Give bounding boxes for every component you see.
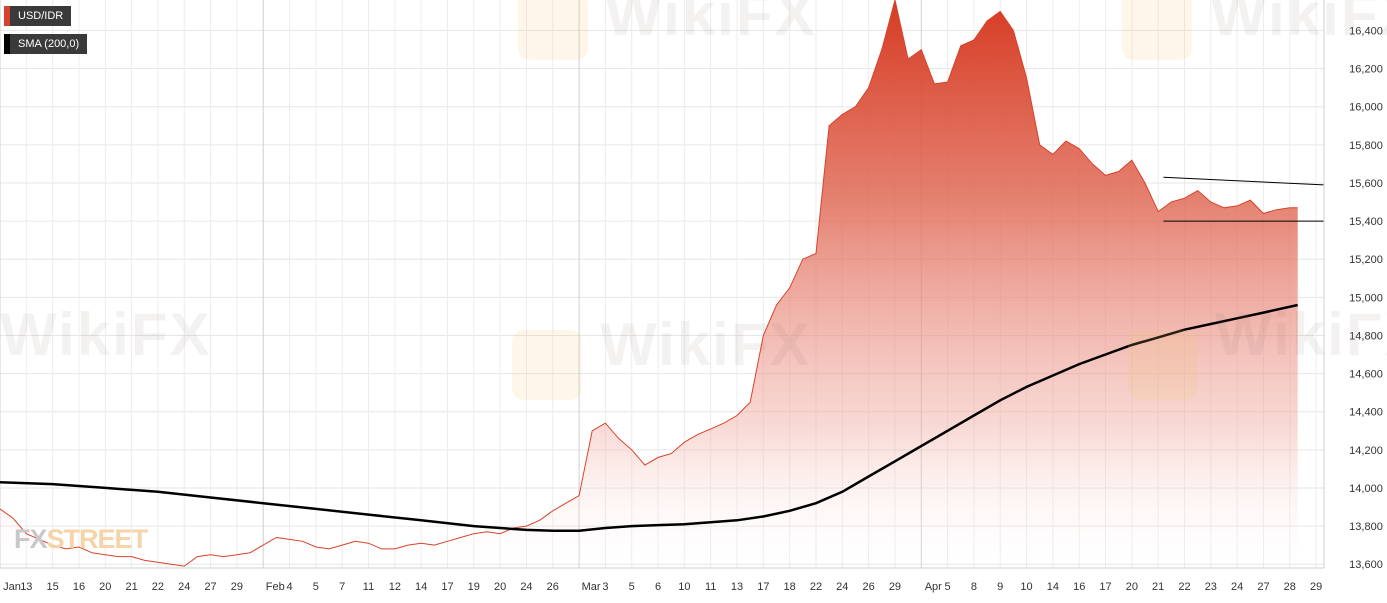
x-tick-label: 5 (945, 581, 951, 593)
x-tick-label: Mar (582, 581, 601, 593)
x-tick-label: 6 (655, 581, 661, 593)
x-tick-label: 23 (1205, 581, 1217, 593)
sma-200-line (0, 303, 1298, 533)
x-tick-label: 13 (20, 581, 32, 593)
x-tick-label: 29 (1310, 581, 1322, 593)
x-tick-label: 10 (1020, 581, 1032, 593)
y-tick-label: 15,600 (1349, 178, 1383, 190)
x-tick-label: 22 (810, 581, 822, 593)
trend-line (1163, 176, 1325, 186)
annotation-lines (1163, 176, 1325, 222)
watermark-badge (1122, 0, 1192, 60)
x-tick-label: 27 (204, 581, 216, 593)
y-tick-label: 16,200 (1349, 64, 1383, 76)
x-tick-label: 11 (705, 581, 716, 593)
watermark-badge (1128, 330, 1198, 400)
x-tick-label: 7 (339, 581, 345, 593)
x-tick-label: 24 (178, 581, 190, 593)
x-tick-label: 17 (757, 581, 769, 593)
price-line (0, 0, 1298, 567)
x-tick-label: 20 (99, 581, 111, 593)
x-tick-label: 17 (1099, 581, 1111, 593)
watermark-badge (518, 0, 588, 60)
x-tick-label: 16 (1073, 581, 1085, 593)
x-tick-label: 5 (313, 581, 319, 593)
logo-prefix: FX (14, 524, 48, 554)
x-tick-label: 4 (286, 581, 292, 593)
logo-suffix: STREET (46, 524, 149, 554)
x-tick-label: 21 (1152, 581, 1164, 593)
y-tick-label: 16,000 (1349, 102, 1383, 114)
legend-label-usd-idr: USD/IDR (18, 10, 64, 22)
legend-sma[interactable]: SMA (200,0) (4, 34, 88, 54)
x-tick-label: 14 (415, 581, 427, 593)
x-tick-label: 24 (836, 581, 848, 593)
watermark-text: WikiFX (605, 0, 817, 48)
x-tick-label: Apr (925, 581, 942, 593)
watermark-badge (512, 330, 582, 400)
x-tick-label: 8 (971, 581, 977, 593)
y-tick-label: 13,800 (1349, 521, 1383, 533)
y-tick-label: 14,200 (1349, 445, 1383, 457)
x-axis: Jan 13 15 16 20 21 22 24 27 29 Feb 4 5 7 11 12 14 17 19 20 2… (0, 567, 1324, 593)
watermark-text: WikiFX (0, 301, 212, 368)
x-tick-label: 18 (784, 581, 796, 593)
x-tick-label: 29 (231, 581, 243, 593)
y-tick-label: 16,400 (1349, 25, 1383, 37)
y-tick-label: 15,000 (1349, 292, 1383, 304)
y-axis: 13,600 13,800 14,000 14,200 14,400 14,600 14,8… (1323, 0, 1383, 571)
x-tick-label: 20 (1126, 581, 1138, 593)
x-tick-label: 14 (1047, 581, 1059, 593)
legend-swatch-usd-idr (4, 6, 10, 26)
x-tick-label: 29 (889, 581, 901, 593)
x-tick-label: 24 (1231, 581, 1243, 593)
x-tick-label: 17 (441, 581, 453, 593)
price-area-fill (0, 0, 1298, 568)
x-tick-label: Feb (266, 581, 285, 593)
y-tick-label: 14,400 (1349, 407, 1383, 419)
fxstreet-logo: FXSTREET (14, 524, 149, 555)
x-tick-label: 10 (678, 581, 690, 593)
x-tick-label: 9 (997, 581, 1003, 593)
watermark-text: WikiFX (1210, 0, 1387, 48)
x-tick-label: 12 (389, 581, 401, 593)
legend-swatch-sma (4, 34, 10, 54)
legend-usd-idr[interactable]: USD/IDR (4, 6, 72, 26)
y-tick-label: 14,600 (1349, 369, 1383, 381)
sma-line (0, 303, 1298, 533)
y-tick-label: 15,400 (1349, 216, 1383, 228)
y-tick-label: 14,000 (1349, 483, 1383, 495)
x-tick-label: 3 (602, 581, 608, 593)
x-tick-label: 21 (125, 581, 137, 593)
x-tick-label: 11 (363, 581, 374, 593)
x-tick-label: 19 (468, 581, 480, 593)
x-tick-label: 28 (1284, 581, 1296, 593)
x-tick-label: Jan (3, 581, 21, 593)
x-tick-label: 15 (47, 581, 59, 593)
watermark-text: WikiFX (600, 311, 812, 378)
x-tick-label: 16 (73, 581, 85, 593)
x-tick-label: 20 (494, 581, 506, 593)
x-tick-label: 5 (629, 581, 635, 593)
x-tick-label: 24 (520, 581, 532, 593)
x-tick-label: 26 (863, 581, 875, 593)
y-tick-label: 15,200 (1349, 254, 1383, 266)
price-area (0, 0, 1298, 568)
x-tick-label: 27 (1257, 581, 1269, 593)
y-tick-label: 15,800 (1349, 140, 1383, 152)
x-tick-label: 22 (1178, 581, 1190, 593)
x-tick-label: 22 (152, 581, 164, 593)
watermark-text: WikiFX (1215, 301, 1387, 368)
y-tick-label: 14,800 (1349, 330, 1383, 342)
legend-label-sma: SMA (200,0) (18, 38, 80, 50)
x-tick-label: 26 (547, 581, 559, 593)
x-tick-label: 13 (731, 581, 743, 593)
y-tick-label: 13,600 (1349, 559, 1383, 571)
